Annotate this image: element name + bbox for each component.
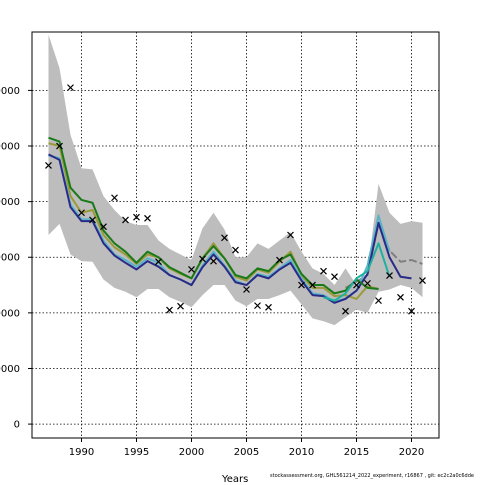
observation-cross-stroke [254, 302, 261, 310]
axes-group [31, 31, 440, 439]
observation-point [408, 307, 415, 315]
footer-note: stockassessment.org, GHL561214_2022_expe… [270, 473, 474, 479]
observation-points-group [45, 84, 426, 315]
observation-point [243, 286, 250, 293]
observation-point [45, 162, 52, 169]
observation-point [188, 266, 195, 273]
observation-point [375, 297, 382, 305]
observation-point [144, 214, 151, 222]
observation-point [276, 256, 283, 264]
observation-point [210, 257, 217, 265]
observation-cross-stroke [67, 84, 74, 92]
observation-cross-stroke [45, 162, 52, 169]
confidence-band [48, 34, 423, 326]
series-line [48, 136, 379, 295]
observation-cross-stroke [166, 306, 173, 314]
observation-cross-stroke [342, 307, 349, 315]
observation-point [166, 306, 173, 314]
observation-point [265, 303, 272, 311]
observation-cross-stroke [122, 216, 129, 224]
series-line [323, 242, 391, 302]
observation-cross-stroke [419, 277, 426, 285]
observation-cross-stroke [287, 231, 294, 239]
x-tick-label: 1995 [124, 447, 149, 458]
observation-cross-stroke [243, 286, 250, 293]
observation-point [397, 293, 404, 301]
x-tick-label: 2020 [399, 447, 424, 458]
observation-point [67, 84, 74, 92]
observation-cross-stroke [298, 281, 305, 289]
observation-point [331, 273, 338, 281]
observation-point [122, 216, 129, 224]
observation-point [386, 272, 393, 280]
observation-point [364, 279, 371, 287]
observation-point [89, 216, 96, 224]
observation-cross-stroke [408, 307, 415, 315]
series-lines-group [48, 136, 423, 304]
observation-cross-stroke [353, 281, 360, 289]
observation-cross-stroke [188, 266, 195, 273]
observation-point [232, 246, 239, 254]
x-tick-label: 2010 [289, 447, 314, 458]
observation-cross-stroke [111, 194, 118, 202]
observation-point [287, 231, 294, 239]
observation-cross-stroke [155, 258, 162, 266]
observation-point [221, 234, 228, 242]
observation-cross-stroke [364, 279, 371, 287]
observation-cross-stroke [232, 246, 239, 254]
y-tick-label: 0 [14, 420, 20, 431]
observation-cross-stroke [177, 302, 184, 310]
observation-point [298, 281, 305, 289]
observation-cross-stroke [375, 297, 382, 305]
observation-point [342, 307, 349, 315]
observation-point [177, 302, 184, 310]
observation-cross-stroke [397, 293, 404, 301]
observation-cross-stroke [78, 209, 85, 217]
x-tick-label: 2000 [179, 447, 204, 458]
plot-frame [31, 31, 440, 439]
observation-cross-stroke [386, 272, 393, 280]
observation-cross-stroke [331, 273, 338, 281]
observation-cross-stroke [265, 303, 272, 311]
observation-cross-stroke [89, 216, 96, 224]
observation-point [254, 302, 261, 310]
observation-cross-stroke [309, 281, 316, 289]
observation-point [100, 223, 107, 231]
observation-point [78, 209, 85, 217]
observation-point [111, 194, 118, 202]
observation-point [320, 267, 327, 275]
observation-point [133, 213, 140, 221]
x-tick-label: 1990 [69, 447, 94, 458]
observation-cross-stroke [100, 223, 107, 231]
x-tick-label: 2015 [344, 447, 369, 458]
observation-point [309, 281, 316, 289]
observation-point [353, 281, 360, 289]
observation-cross-stroke [133, 213, 140, 221]
series-line [48, 153, 412, 304]
observation-point [419, 277, 426, 285]
observation-cross-stroke [210, 257, 217, 265]
observation-point [155, 258, 162, 266]
observation-cross-stroke [144, 214, 151, 222]
series-line [48, 142, 379, 300]
observation-cross-stroke [276, 256, 283, 264]
confidence-band-group [48, 34, 423, 326]
observation-cross-stroke [320, 267, 327, 275]
observation-cross-stroke [199, 255, 206, 263]
x-tick-label: 2005 [234, 447, 259, 458]
observation-point [56, 142, 63, 150]
observation-point [199, 255, 206, 263]
observation-cross-stroke [221, 234, 228, 242]
observation-cross-stroke [56, 142, 63, 150]
